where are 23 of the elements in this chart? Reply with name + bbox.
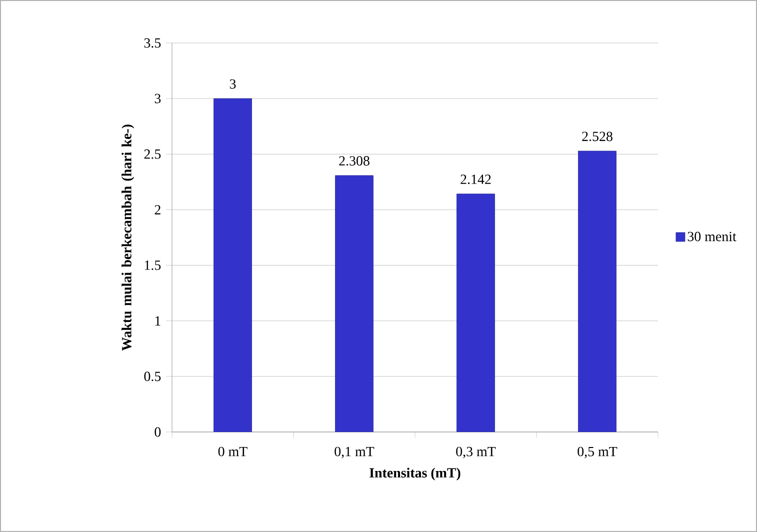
y-tick-label: 0.5	[144, 372, 161, 382]
y-tick-label: 1.5	[144, 260, 161, 270]
bar	[335, 175, 374, 432]
data-label: 3	[230, 79, 236, 89]
x-tick-label: 0,5 mT	[578, 446, 618, 458]
legend-label: 30 menit	[688, 232, 736, 242]
data-label: 2.142	[460, 174, 491, 184]
y-tick-label: 2	[154, 205, 160, 214]
x-tick-label: 0,1 mT	[334, 446, 374, 458]
x-tick-label: 0,3 mT	[456, 446, 496, 458]
y-axis-title: Waktu mulai berkecambah (hari ke-)	[122, 124, 134, 351]
bar	[214, 98, 252, 432]
data-label: 2.308	[339, 156, 370, 166]
y-tick-label: 3	[154, 94, 161, 104]
x-tick-label: 0 mT	[218, 446, 248, 456]
y-tick-label: 2.5	[144, 149, 161, 159]
y-tick-label: 3.5	[144, 38, 161, 48]
bar	[456, 194, 495, 432]
x-axis-title: Intensitas (mT)	[370, 468, 460, 480]
y-tick-label: 1	[155, 316, 160, 326]
data-label: 2.528	[582, 132, 612, 142]
y-tick-label: 0	[154, 427, 161, 437]
bar	[578, 150, 616, 432]
